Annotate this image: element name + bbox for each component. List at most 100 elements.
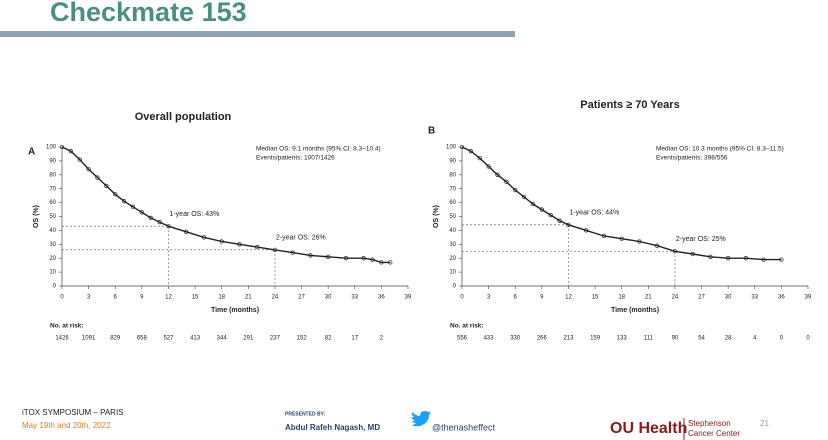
at-risk-value: 111: [644, 336, 654, 342]
x-tick-label: 15: [192, 295, 199, 301]
at-risk-label: No. at risk:: [50, 323, 84, 330]
y-axis-label: OS (%): [433, 205, 440, 228]
censor-mark: [184, 229, 189, 234]
at-risk-value: 0: [806, 336, 810, 342]
title-bar: [0, 31, 515, 37]
censor-mark: [343, 256, 349, 261]
x-tick-label: 3: [487, 295, 491, 301]
at-risk-value: 133: [617, 336, 628, 342]
x-tick-label: 6: [114, 295, 118, 301]
censor-mark: [690, 251, 695, 257]
chart-title: Overall population: [135, 111, 232, 123]
censor-mark: [495, 172, 500, 177]
x-tick-label: 24: [672, 295, 679, 301]
x-tick-label: 0: [460, 295, 464, 301]
censor-mark: [326, 254, 331, 259]
x-tick-label: 18: [618, 295, 625, 301]
censor-mark: [619, 236, 624, 241]
at-risk-value: 152: [297, 336, 308, 342]
event-dates: May 19th and 20th, 2022: [22, 421, 111, 430]
censor-mark: [530, 201, 536, 207]
y-tick-label: 40: [449, 228, 456, 234]
censor-mark: [726, 256, 731, 261]
y-axis-label: OS (%): [33, 205, 40, 228]
censor-mark: [130, 204, 136, 209]
censor-mark: [708, 254, 713, 259]
at-risk-value: 433: [484, 336, 495, 342]
censor-mark: [139, 210, 144, 215]
censor-mark: [548, 212, 553, 218]
censor-mark: [370, 257, 375, 262]
y-tick-label: 60: [449, 200, 456, 206]
x-tick-label: 21: [245, 295, 252, 301]
at-risk-value: 0: [780, 336, 784, 342]
x-tick-label: 0: [60, 295, 64, 301]
censor-mark: [779, 257, 784, 262]
landmark-label: 1-year OS: 43%: [169, 211, 219, 218]
x-tick-label: 12: [565, 295, 572, 301]
y-tick-label: 0: [453, 284, 457, 290]
logo-center-1: Stephenson: [688, 419, 731, 428]
censor-mark: [486, 164, 491, 169]
y-tick-label: 90: [49, 158, 56, 164]
y-tick-label: 0: [53, 284, 57, 290]
y-tick-label: 50: [449, 214, 456, 220]
annotation: Median OS: 9.1 months (95% CI: 8.3–10.4): [256, 146, 381, 153]
logo-center-2: Cancer Center: [688, 429, 740, 438]
censor-mark: [104, 183, 109, 189]
presenter: Abdul Rafeh Nagash, MD: [285, 423, 380, 432]
chart-title: Patients ≥ 70 Years: [580, 99, 679, 111]
x-tick-label: 6: [514, 295, 518, 301]
at-risk-value: 54: [698, 336, 705, 342]
censor-mark: [68, 149, 74, 154]
censor-mark: [672, 249, 678, 254]
y-tick-label: 80: [49, 172, 56, 178]
x-tick-label: 18: [218, 295, 225, 301]
at-risk-value: 1091: [82, 336, 96, 342]
y-tick-label: 20: [49, 256, 56, 262]
censor-mark: [95, 175, 100, 180]
censor-mark: [113, 192, 118, 197]
at-risk-value: 266: [537, 336, 548, 342]
landmark-label: 2-year OS: 25%: [676, 236, 726, 243]
y-tick-label: 10: [49, 270, 56, 276]
censor-mark: [584, 228, 589, 233]
x-tick-label: 9: [140, 295, 144, 301]
at-risk-value: 658: [137, 336, 148, 342]
page-number: 21: [760, 419, 769, 428]
censor-mark: [201, 235, 207, 240]
survival-curve: [461, 146, 782, 261]
censor-mark: [477, 155, 482, 161]
censor-mark: [637, 239, 642, 244]
censor-mark: [59, 144, 65, 150]
y-tick-label: 30: [49, 242, 56, 248]
x-tick-label: 12: [165, 295, 172, 301]
censor-mark: [86, 167, 91, 172]
y-tick-label: 90: [449, 158, 456, 164]
annotation: Events/patients: 398/556: [656, 155, 728, 162]
logo-text: OU Health: [610, 420, 687, 437]
at-risk-value: 2: [380, 336, 384, 342]
y-tick-label: 100: [446, 145, 457, 151]
censor-mark: [77, 157, 82, 162]
x-tick-label: 30: [325, 295, 332, 301]
at-risk-value: 213: [563, 336, 574, 342]
at-risk-value: 344: [217, 336, 228, 342]
at-risk-value: 28: [725, 336, 732, 342]
censor-mark: [468, 149, 474, 154]
panel-label: B: [428, 126, 435, 137]
y-tick-label: 70: [49, 186, 56, 192]
censor-mark: [504, 179, 509, 184]
y-tick-label: 60: [49, 200, 56, 206]
y-tick-label: 50: [49, 214, 56, 220]
censor-mark: [459, 144, 465, 150]
x-tick-label: 39: [405, 295, 412, 301]
censor-mark: [743, 256, 749, 261]
x-axis-label: Time (months): [211, 307, 259, 314]
at-risk-value: 330: [510, 336, 521, 342]
annotation: Median OS: 10.3 months (95% CI: 8.3–11.5…: [656, 146, 784, 153]
y-tick-label: 40: [49, 228, 56, 234]
censor-mark: [388, 260, 393, 265]
x-axis-label: Time (months): [611, 307, 659, 314]
